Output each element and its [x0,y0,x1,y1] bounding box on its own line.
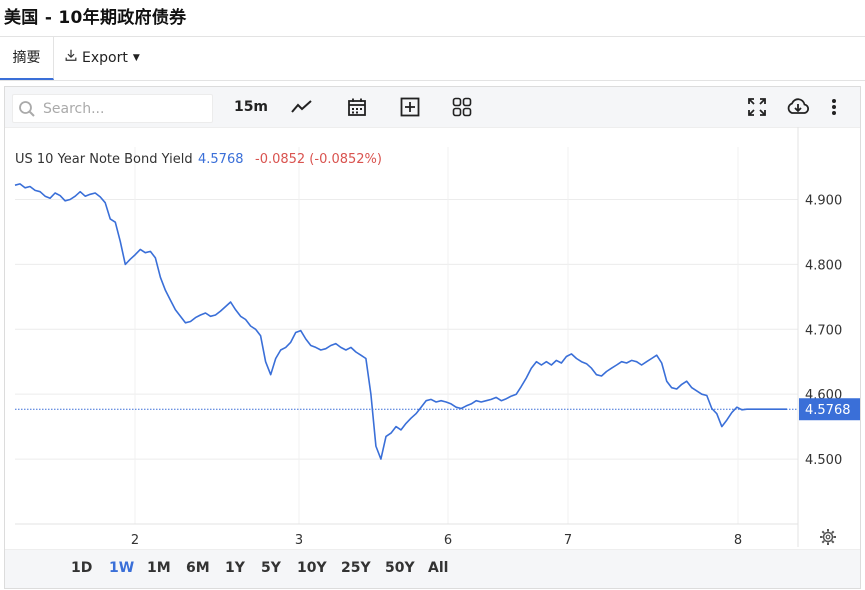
current-value-badge [799,398,860,421]
range-button-1y[interactable]: 1Y [225,560,245,576]
export-menu[interactable]: Export ▼ [64,37,140,80]
legend-series-name: US 10 Year Note Bond Yield [15,152,193,167]
legend-value: 4.5768 [198,152,244,167]
legend-change: -0.0852 (-0.0852%) [255,152,382,167]
y-tick-label: 4.900 [805,193,842,208]
layout-grid-icon[interactable] [449,94,475,120]
range-button-1d[interactable]: 1D [71,560,93,576]
range-button-1w[interactable]: 1W [109,560,135,576]
calendar-icon[interactable] [344,94,370,120]
x-tick-label: 8 [734,533,742,547]
chart-widget: 15m 4.9004.8004.7004.6004.500236784.5768… [4,86,861,589]
add-indicator-icon[interactable] [397,94,423,120]
search-input[interactable] [41,99,205,118]
cloud-download-icon[interactable] [784,94,812,120]
tab-summary[interactable]: 摘要 [0,37,54,80]
chart-toolbar: 15m [5,87,860,128]
series-line [14,183,787,460]
y-tick-label: 4.500 [805,453,842,468]
range-button-5y[interactable]: 5Y [261,560,281,576]
x-tick-label: 2 [131,533,139,547]
export-label: Export [82,50,128,66]
current-value-label: 4.5768 [805,403,851,418]
range-button-all[interactable]: All [428,560,449,576]
range-button-50y[interactable]: 50Y [385,560,415,576]
range-button-10y[interactable]: 10Y [297,560,327,576]
range-selector: 1D 1W 1M 6M 1Y 5Y 10Y 25Y 50Y All [5,549,860,588]
fullscreen-icon[interactable] [744,94,770,120]
x-tick-label: 7 [564,533,572,547]
more-vertical-icon[interactable] [827,94,841,120]
interval-button[interactable]: 15m [233,99,269,115]
x-tick-label: 3 [295,533,303,547]
range-button-25y[interactable]: 25Y [341,560,371,576]
search-icon [19,100,35,117]
range-button-6m[interactable]: 6M [186,560,210,576]
range-button-1m[interactable]: 1M [147,560,171,576]
search-box[interactable] [12,94,213,123]
page-title: 美国 - 10年期政府债券 [4,8,187,28]
settings-gear-icon[interactable] [820,529,836,545]
tab-bar: 摘要 Export ▼ [0,36,865,81]
y-tick-label: 4.800 [805,258,842,273]
x-tick-label: 6 [444,533,452,547]
y-tick-label: 4.700 [805,323,842,338]
chart-area[interactable]: 4.900 4.800 4.700 4.600 4.500 2 3 6 7 8 4.5768 US … [5,127,860,548]
caret-down-icon: ▼ [132,53,140,63]
download-icon [64,37,78,80]
line-chart-icon[interactable] [289,94,315,120]
